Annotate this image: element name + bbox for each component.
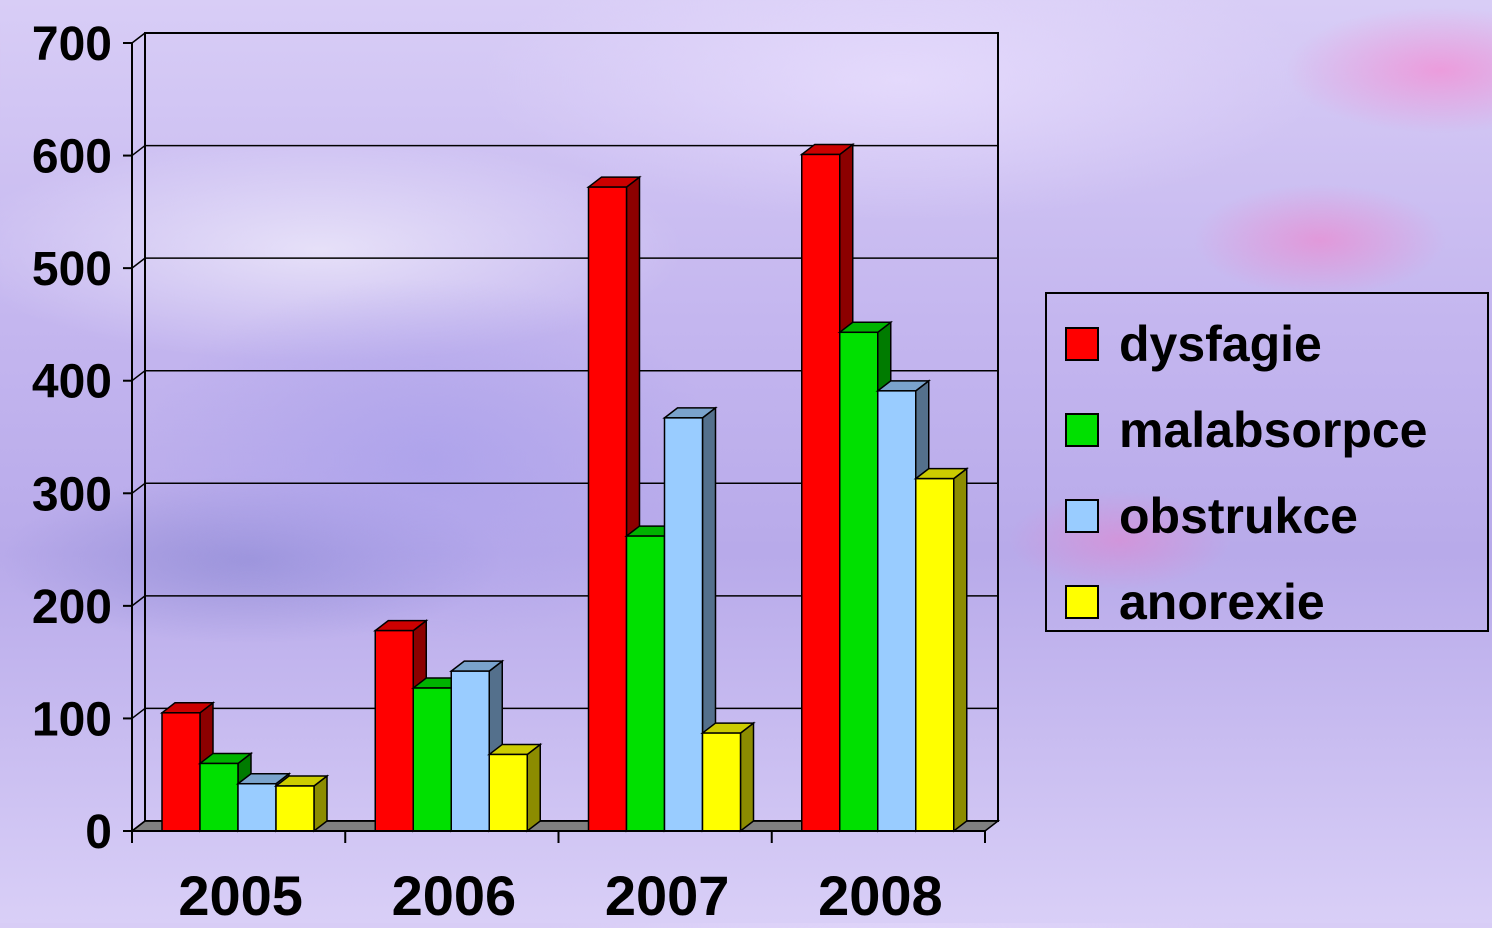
x-tick-label: 2005: [178, 864, 303, 923]
y-axis-tick-labels: 0 100 200 300 400 500 600 700: [32, 18, 112, 859]
bar-anorexie-2005: [273, 774, 330, 833]
bar-front: [701, 732, 742, 832]
bar-front: [199, 762, 239, 832]
bar-front: [412, 687, 452, 832]
bar-front: [915, 477, 955, 832]
bar-front: [839, 331, 879, 832]
legend-label: obstrukce: [1119, 488, 1358, 544]
legend-swatch: [1065, 413, 1099, 447]
bar-front: [161, 712, 201, 832]
x-tick-label: 2007: [605, 864, 730, 923]
x-tick-label: 2008: [818, 864, 943, 923]
bar-front: [877, 390, 917, 832]
y-tick-label: 400: [32, 356, 112, 409]
y-tick-label: 0: [85, 806, 112, 859]
axes: [123, 42, 986, 843]
legend-item-anorexie: anorexie: [1065, 572, 1325, 632]
legend-label: anorexie: [1119, 574, 1325, 630]
bar-side: [526, 742, 541, 833]
legend-label: malabsorpce: [1119, 402, 1428, 458]
bar-malabsorpce-2005: [197, 751, 254, 833]
bars: [159, 142, 969, 833]
bar-front: [663, 417, 704, 832]
bar-side: [739, 721, 755, 833]
bar-front: [450, 670, 490, 832]
legend-item-malabsorpce: malabsorpce: [1065, 400, 1427, 460]
bar-anorexie-2007: [700, 721, 756, 833]
bar-anorexie-2006: [487, 742, 543, 833]
bar-front: [801, 153, 841, 832]
y-tick-label: 100: [32, 693, 112, 746]
y-tick-label: 500: [32, 243, 112, 296]
legend-swatch: [1065, 585, 1099, 619]
bar-obstrukce-2007: [662, 406, 718, 833]
gridline-side: [131, 820, 146, 832]
gridline-side: [131, 32, 146, 44]
bar-front: [237, 782, 277, 832]
gridline-side: [131, 257, 146, 269]
bar-front: [587, 186, 628, 832]
bar-side: [953, 467, 968, 833]
legend-item-dysfagie: dysfagie: [1065, 314, 1322, 374]
y-tick-label: 700: [32, 18, 112, 71]
bar-anorexie-2008: [913, 467, 969, 833]
y-tick-label: 600: [32, 131, 112, 184]
gridline-side: [131, 144, 146, 157]
gridline-side: [131, 370, 146, 382]
y-tick-label: 300: [32, 468, 112, 521]
legend-label: dysfagie: [1119, 316, 1322, 372]
gridline-side: [131, 595, 146, 607]
gridline-side: [131, 707, 146, 720]
legend-item-obstrukce: obstrukce: [1065, 486, 1358, 546]
bar-front: [374, 629, 414, 832]
legend: dysfagie malabsorpce obstrukce anorexie: [1045, 292, 1489, 632]
bar-front: [625, 535, 666, 832]
legend-swatch: [1065, 499, 1099, 533]
x-tick-label: 2006: [392, 864, 517, 923]
gridline-side: [131, 482, 146, 494]
y-tick-label: 200: [32, 581, 112, 634]
bar-front: [275, 785, 315, 832]
x-axis-tick-labels: 2005 2006 2007 2008: [178, 864, 943, 927]
legend-swatch: [1065, 327, 1099, 361]
bar-front: [488, 753, 528, 832]
bar-dysfagie-2007: [586, 175, 642, 833]
